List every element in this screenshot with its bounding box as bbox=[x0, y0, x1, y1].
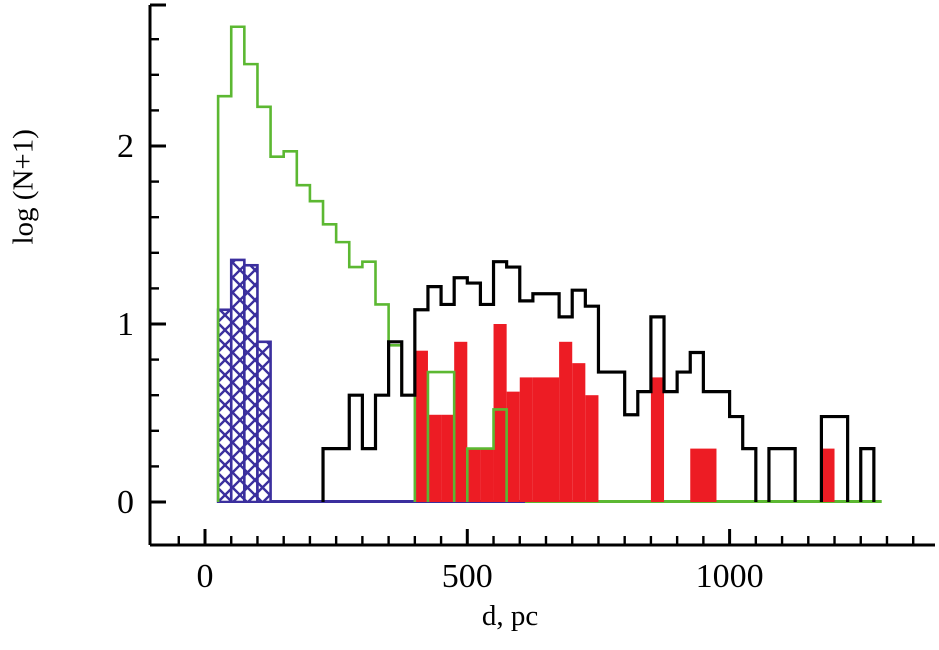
tick-labels: 0 1 2 0 500 1000 bbox=[117, 128, 764, 595]
x-axis-title: d, pc bbox=[481, 600, 539, 632]
green-step-outline bbox=[216, 25, 508, 502]
x-tick-label: 500 bbox=[442, 558, 493, 595]
y-tick-label: 2 bbox=[117, 128, 134, 165]
red-filled-bars bbox=[414, 324, 835, 502]
black-step-outline bbox=[321, 260, 876, 502]
x-tick-label: 0 bbox=[197, 558, 214, 595]
axis-lines-and-ticks bbox=[148, 3, 935, 547]
x-tick-label: 1000 bbox=[696, 558, 764, 595]
y-tick-label: 0 bbox=[117, 484, 134, 521]
y-tick-label: 1 bbox=[117, 306, 134, 343]
blue-hatched-bars bbox=[216, 258, 272, 503]
y-axis-title: log (N+1) bbox=[7, 129, 40, 245]
